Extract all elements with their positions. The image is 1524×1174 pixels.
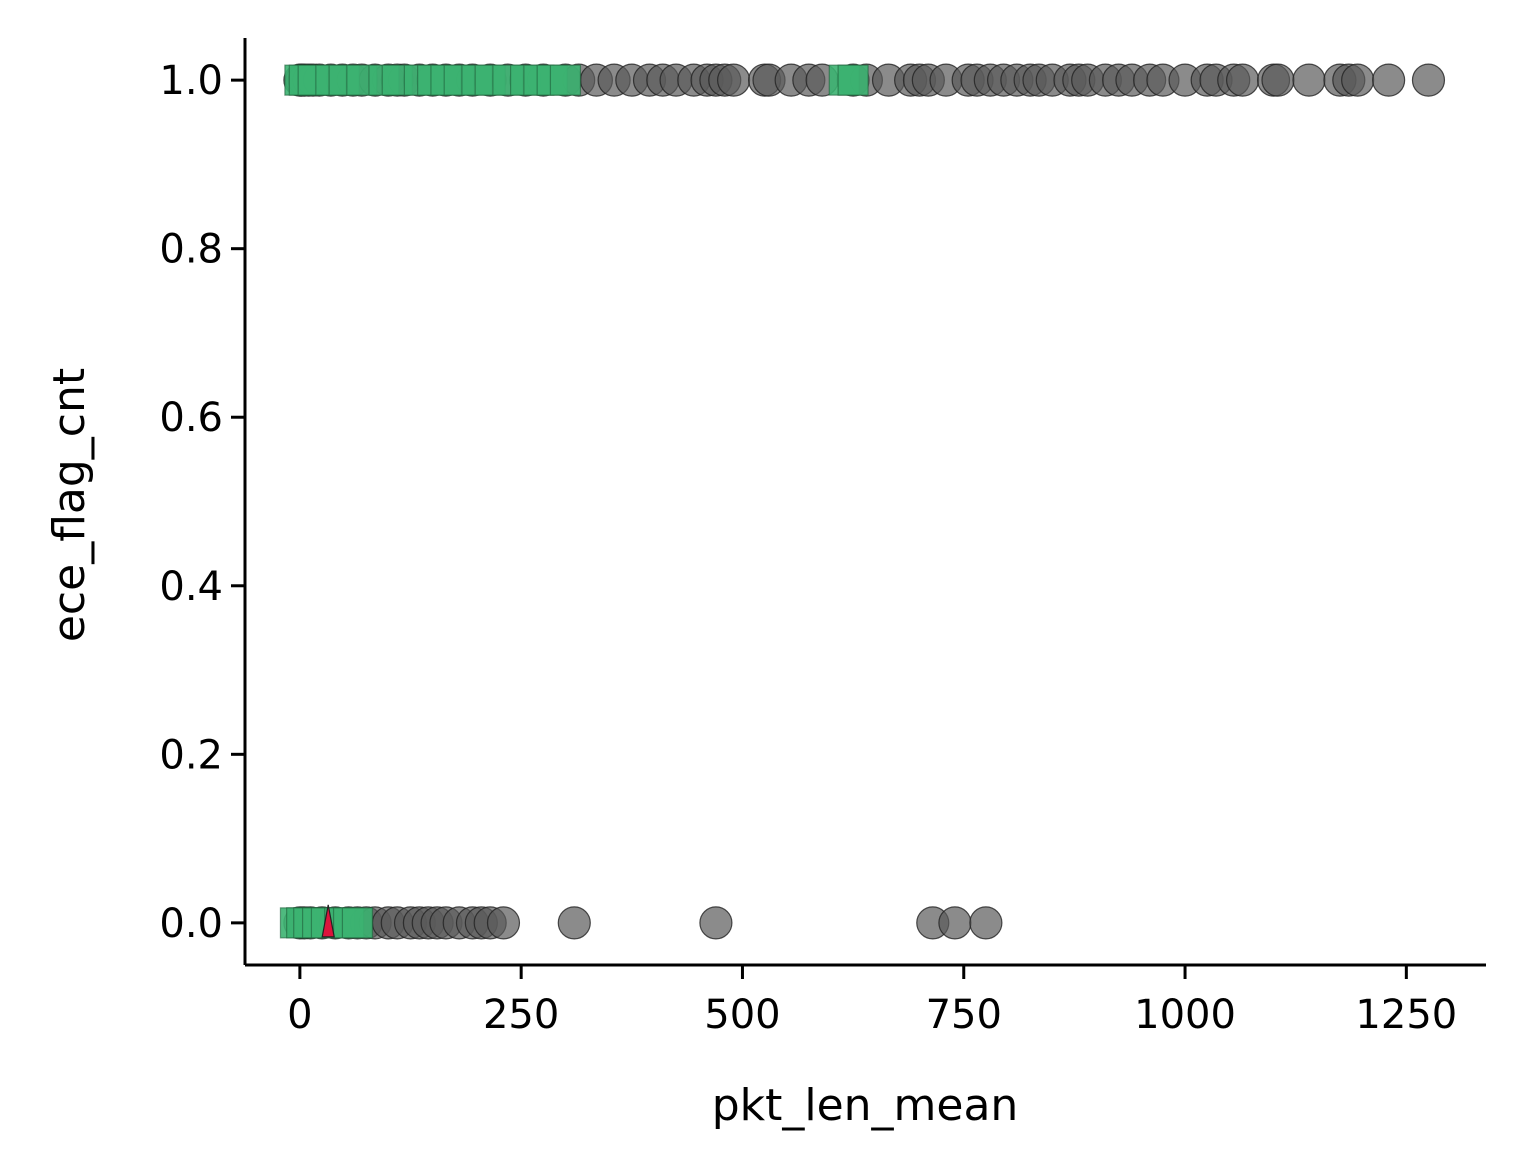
- x-tick-label: 1000: [1134, 992, 1236, 1038]
- scatter-point-circle: [1292, 63, 1326, 97]
- x-tick-label: 1250: [1355, 992, 1457, 1038]
- y-tick-label: 0.4: [159, 564, 223, 610]
- y-tick-label: 0.6: [159, 395, 223, 441]
- scatter-point-square: [837, 64, 869, 96]
- scatter-point-circle: [969, 906, 1003, 940]
- scatter-point-circle: [557, 906, 591, 940]
- scatter-point-circle: [1261, 63, 1295, 97]
- scatter-point-circle: [486, 906, 521, 940]
- scatter-point-square: [341, 907, 374, 939]
- scatter-point-circle: [1341, 63, 1375, 97]
- scatter-point-circle: [938, 906, 972, 940]
- scatter-point-circle: [717, 63, 751, 97]
- scatter-point-triangle: [321, 904, 335, 938]
- scatter-point-circle: [1411, 63, 1446, 97]
- y-tick-label: 0.0: [159, 901, 223, 947]
- scatter-point-circle: [1225, 63, 1260, 97]
- y-tick-label: 0.2: [159, 732, 223, 778]
- x-tick-label: 500: [704, 992, 780, 1038]
- x-axis-label: pkt_len_mean: [712, 1080, 1019, 1131]
- x-tick-label: 250: [483, 992, 559, 1038]
- x-tick-label: 750: [926, 992, 1002, 1038]
- scatter-point-square: [549, 64, 582, 96]
- y-tick-label: 1.0: [159, 58, 223, 104]
- x-tick-label: 0: [287, 992, 312, 1038]
- x-axis-ticks: 0 250 500 750 1000 1250: [287, 965, 1457, 1038]
- y-tick-label: 0.8: [159, 227, 223, 273]
- y-axis-ticks: 0.0 0.2 0.4 0.6 0.8 1.0: [159, 58, 245, 947]
- y-axis-label: ece_flag_cnt: [44, 368, 95, 642]
- scatter-point-circle: [699, 906, 733, 940]
- scatter-point-circle: [1372, 63, 1406, 97]
- plot-marks: [279, 63, 1446, 940]
